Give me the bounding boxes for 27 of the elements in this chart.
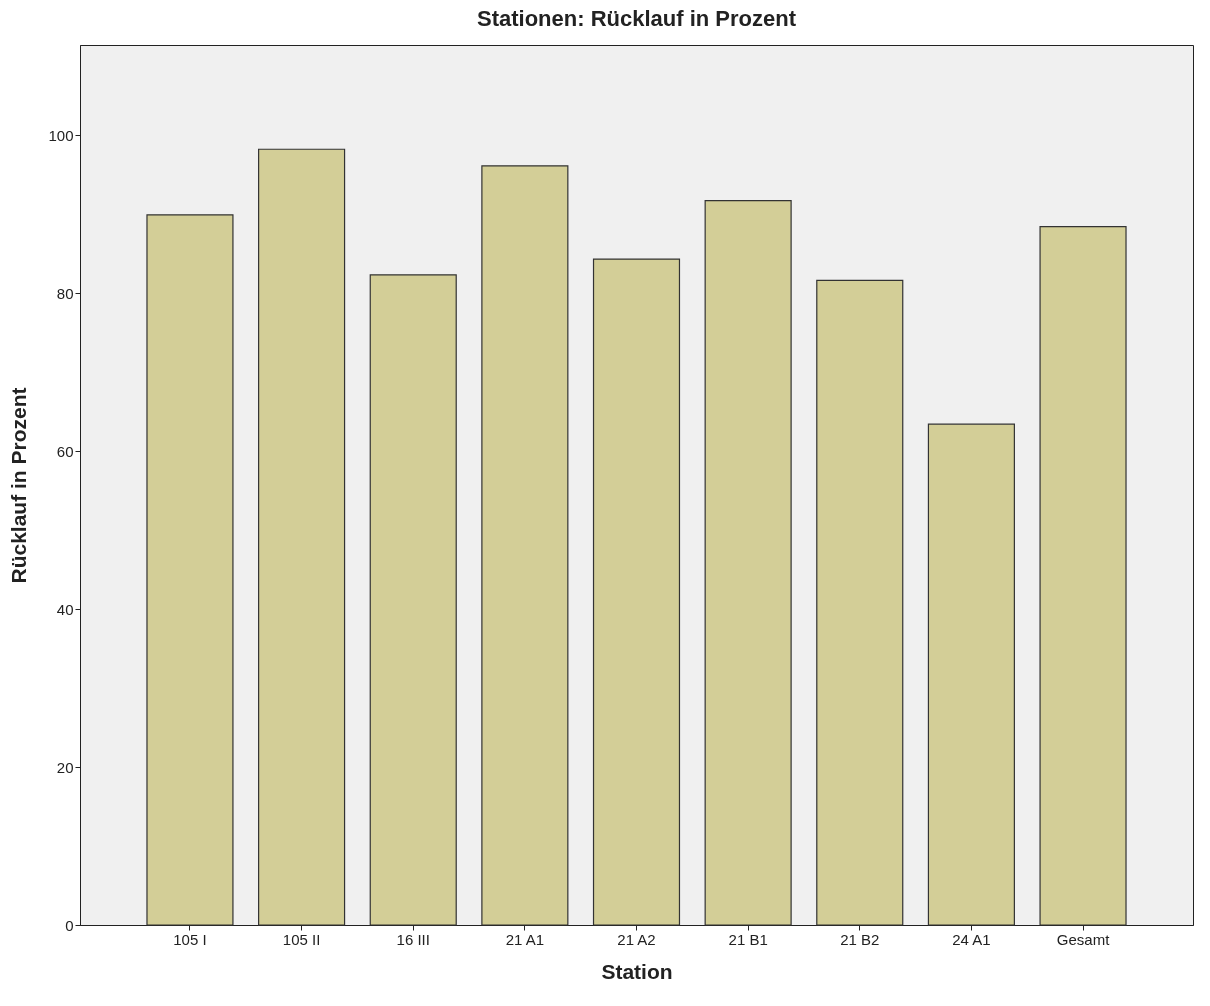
y-tick-label: 40 [56,600,74,618]
x-axis-title: Station [601,959,673,983]
bar [592,258,681,926]
y-axis-title: Rücklauf in Prozent [7,387,31,584]
y-tick-label: 100 [48,126,74,144]
y-tick-label: 20 [56,758,74,776]
bar [704,200,792,926]
x-tick-label: 16 III [396,930,430,948]
bar [1039,226,1127,926]
bar [481,165,569,926]
x-tick-label: 21 B2 [840,930,880,948]
x-tick-label: 21 A2 [617,930,656,948]
y-tick-label: 60 [56,442,74,460]
bar [258,148,346,926]
bar [816,279,904,926]
x-tick-label: 21 B1 [728,930,768,948]
y-tick-label: 80 [56,284,74,302]
y-tick-label: 0 [65,916,74,934]
x-tick-label: 24 A1 [952,930,991,948]
x-tick-label: 105 II [282,930,321,948]
bar [146,214,234,926]
bar [369,274,457,926]
x-tick-label: Gesamt [1056,930,1111,948]
chart-title: Stationen: Rücklauf in Prozent [476,6,797,31]
bar [927,423,1015,926]
x-tick-label: 21 A1 [505,930,545,948]
x-tick-label: 105 I [173,930,207,948]
